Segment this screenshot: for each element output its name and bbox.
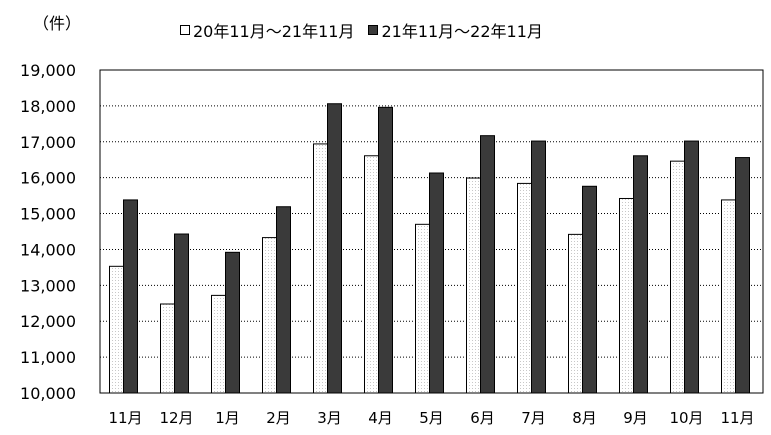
unit-label: （件）	[33, 14, 82, 33]
x-tick-label: 3月	[317, 409, 342, 427]
bar-series-1-2	[160, 303, 175, 394]
legend-label-series-1: 20年11月～21年11月	[193, 22, 355, 41]
x-tick-label: 2月	[266, 409, 291, 427]
bar-series-2-10	[582, 185, 597, 394]
bar-series-1-8	[466, 177, 481, 394]
x-tick-label: 12月	[159, 409, 193, 427]
bar-series-2-1	[123, 199, 138, 394]
y-tick-label: 19,000	[20, 61, 76, 80]
y-tick-label: 16,000	[20, 169, 76, 188]
bar-series-1-11	[619, 197, 634, 394]
plot-area-border	[99, 69, 764, 394]
x-tick-label: 8月	[572, 409, 597, 427]
bar-series-1-9	[517, 182, 532, 394]
y-tick-label: 14,000	[20, 240, 76, 259]
x-tick-label: 4月	[368, 409, 393, 427]
legend-swatch-series-1	[180, 25, 190, 35]
y-tick-label: 15,000	[20, 205, 76, 224]
bar-series-2-3	[225, 251, 240, 394]
bar-series-1-13	[721, 199, 736, 394]
bar-series-2-4	[276, 206, 291, 394]
y-tick-label: 10,000	[20, 384, 76, 403]
bar-series-2-5	[327, 103, 342, 394]
bar-series-1-12	[670, 160, 685, 394]
bar-series-1-4	[262, 237, 277, 394]
x-tick-label: 11月	[720, 409, 754, 427]
bar-series-1-10	[568, 233, 583, 394]
x-tick-label: 6月	[470, 409, 495, 427]
x-tick-label: 5月	[419, 409, 444, 427]
y-tick-label: 12,000	[20, 312, 76, 331]
x-tick-label: 9月	[623, 409, 648, 427]
x-tick-label: 7月	[521, 409, 546, 427]
bar-series-2-8	[480, 135, 495, 394]
bar-series-1-1	[109, 265, 124, 394]
bar-series-2-2	[174, 233, 189, 394]
x-tick-label: 10月	[669, 409, 703, 427]
bar-series-2-12	[684, 140, 699, 394]
legend-item-series-2: 21年11月～22年11月	[368, 18, 543, 42]
bar-series-2-9	[531, 140, 546, 394]
y-tick-label: 17,000	[20, 133, 76, 152]
x-tick-label: 1月	[215, 409, 240, 427]
y-tick-label: 18,000	[20, 97, 76, 116]
legend-swatch-series-2	[368, 25, 379, 35]
bar-series-1-3	[211, 294, 226, 394]
bar-series-1-5	[313, 143, 328, 394]
legend-label-series-2: 21年11月～22年11月	[381, 22, 543, 41]
bar-series-2-7	[429, 172, 444, 394]
x-tick-label: 11月	[108, 409, 142, 427]
y-tick-label: 11,000	[20, 348, 76, 367]
bar-series-2-11	[633, 155, 648, 394]
bar-series-1-7	[415, 223, 430, 394]
bar-series-2-13	[735, 157, 750, 394]
bar-series-1-6	[364, 155, 379, 394]
y-tick-label: 13,000	[20, 276, 76, 295]
legend: 20年11月～21年11月 21年11月～22年11月	[180, 18, 557, 42]
legend-item-series-1: 20年11月～21年11月	[180, 18, 354, 42]
bar-series-2-6	[378, 106, 393, 394]
